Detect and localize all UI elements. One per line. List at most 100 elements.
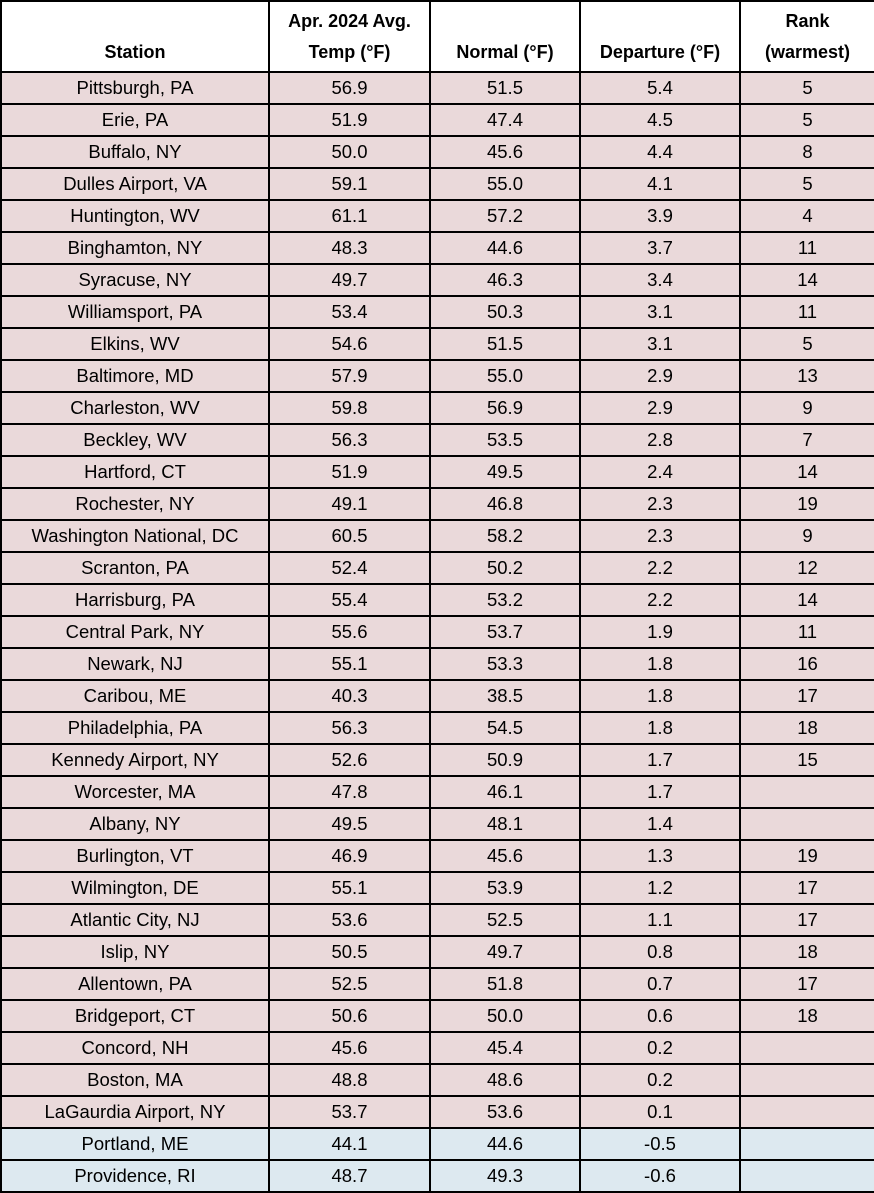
avg-temp-cell: 49.7: [268, 263, 431, 297]
table-row: Charleston, WV 59.8 56.9 2.9 9: [0, 391, 874, 425]
avg-temp-cell: 51.9: [268, 455, 431, 489]
table-row: Hartford, CT 51.9 49.5 2.4 14: [0, 455, 874, 489]
departure-cell: 2.4: [579, 455, 741, 489]
departure-cell: 3.4: [579, 263, 741, 297]
avg-temp-cell: 50.6: [268, 999, 431, 1033]
rank-cell: 14: [739, 263, 874, 297]
rank-cell: 11: [739, 231, 874, 265]
departure-cell: 2.8: [579, 423, 741, 457]
table-row: Burlington, VT 46.9 45.6 1.3 19: [0, 839, 874, 873]
station-cell: Huntington, WV: [0, 199, 270, 233]
normal-cell: 52.5: [429, 903, 581, 937]
table-row: Williamsport, PA 53.4 50.3 3.1 11: [0, 295, 874, 329]
station-cell: Providence, RI: [0, 1159, 270, 1193]
avg-temp-cell: 60.5: [268, 519, 431, 553]
departure-cell: 1.8: [579, 711, 741, 745]
normal-cell: 45.6: [429, 839, 581, 873]
avg-temp-cell: 40.3: [268, 679, 431, 713]
avg-temp-cell: 49.1: [268, 487, 431, 521]
normal-cell: 55.0: [429, 359, 581, 393]
departure-cell: 1.4: [579, 807, 741, 841]
table-row: Huntington, WV 61.1 57.2 3.9 4: [0, 199, 874, 233]
normal-cell: 53.3: [429, 647, 581, 681]
station-cell: Worcester, MA: [0, 775, 270, 809]
avg-temp-cell: 48.7: [268, 1159, 431, 1193]
departure-cell: 2.9: [579, 359, 741, 393]
normal-cell: 38.5: [429, 679, 581, 713]
station-cell: Allentown, PA: [0, 967, 270, 1001]
departure-cell: 4.5: [579, 103, 741, 137]
rank-cell: 17: [739, 679, 874, 713]
table-row: Albany, NY 49.5 48.1 1.4: [0, 807, 874, 841]
departure-cell: 1.7: [579, 743, 741, 777]
normal-cell: 44.6: [429, 231, 581, 265]
normal-cell: 55.0: [429, 167, 581, 201]
station-cell: Buffalo, NY: [0, 135, 270, 169]
station-cell: Baltimore, MD: [0, 359, 270, 393]
rank-cell: 11: [739, 615, 874, 649]
normal-cell: 49.5: [429, 455, 581, 489]
rank-cell: 14: [739, 455, 874, 489]
avg-temp-cell: 53.7: [268, 1095, 431, 1129]
departure-cell: 2.2: [579, 551, 741, 585]
normal-cell: 47.4: [429, 103, 581, 137]
header-rank-line2: (warmest): [764, 42, 851, 62]
table-row: Baltimore, MD 57.9 55.0 2.9 13: [0, 359, 874, 393]
normal-cell: 46.1: [429, 775, 581, 809]
header-row: Station Apr. 2024 Avg. Temp (°F) Normal (…: [0, 0, 874, 73]
departure-cell: -0.5: [579, 1127, 741, 1161]
departure-cell: 2.9: [579, 391, 741, 425]
station-cell: Islip, NY: [0, 935, 270, 969]
departure-cell: 4.1: [579, 167, 741, 201]
rank-cell: [739, 1127, 874, 1161]
avg-temp-cell: 48.3: [268, 231, 431, 265]
header-avg-temp: Apr. 2024 Avg. Temp (°F): [268, 0, 431, 73]
station-cell: Syracuse, NY: [0, 263, 270, 297]
station-cell: Caribou, ME: [0, 679, 270, 713]
avg-temp-cell: 53.4: [268, 295, 431, 329]
departure-cell: 1.3: [579, 839, 741, 873]
table-row: Newark, NJ 55.1 53.3 1.8 16: [0, 647, 874, 681]
table-row: Boston, MA 48.8 48.6 0.2: [0, 1063, 874, 1097]
departure-cell: 0.8: [579, 935, 741, 969]
departure-cell: 3.1: [579, 295, 741, 329]
station-cell: Harrisburg, PA: [0, 583, 270, 617]
avg-temp-cell: 51.9: [268, 103, 431, 137]
departure-cell: 0.2: [579, 1031, 741, 1065]
station-cell: Scranton, PA: [0, 551, 270, 585]
table-row: Worcester, MA 47.8 46.1 1.7: [0, 775, 874, 809]
table-row: Pittsburgh, PA 56.9 51.5 5.4 5: [0, 71, 874, 105]
rank-cell: 17: [739, 871, 874, 905]
table-row: Rochester, NY 49.1 46.8 2.3 19: [0, 487, 874, 521]
rank-cell: 14: [739, 583, 874, 617]
rank-cell: 11: [739, 295, 874, 329]
table-row: Wilmington, DE 55.1 53.9 1.2 17: [0, 871, 874, 905]
avg-temp-cell: 50.0: [268, 135, 431, 169]
station-cell: Erie, PA: [0, 103, 270, 137]
table-row: Dulles Airport, VA 59.1 55.0 4.1 5: [0, 167, 874, 201]
station-cell: Atlantic City, NJ: [0, 903, 270, 937]
normal-cell: 46.8: [429, 487, 581, 521]
normal-cell: 50.3: [429, 295, 581, 329]
normal-cell: 44.6: [429, 1127, 581, 1161]
header-normal: Normal (°F): [429, 0, 581, 73]
station-cell: Hartford, CT: [0, 455, 270, 489]
rank-cell: 9: [739, 391, 874, 425]
table-row: Providence, RI 48.7 49.3 -0.6: [0, 1159, 874, 1193]
rank-cell: 4: [739, 199, 874, 233]
table-row: Scranton, PA 52.4 50.2 2.2 12: [0, 551, 874, 585]
header-avg-temp-line1: Apr. 2024 Avg.: [288, 11, 411, 31]
rank-cell: [739, 1095, 874, 1129]
table-row: Philadelphia, PA 56.3 54.5 1.8 18: [0, 711, 874, 745]
rank-cell: 15: [739, 743, 874, 777]
table-row: Washington National, DC 60.5 58.2 2.3 9: [0, 519, 874, 553]
normal-cell: 51.8: [429, 967, 581, 1001]
table-row: Syracuse, NY 49.7 46.3 3.4 14: [0, 263, 874, 297]
avg-temp-cell: 55.1: [268, 871, 431, 905]
normal-cell: 57.2: [429, 199, 581, 233]
rank-cell: 17: [739, 903, 874, 937]
normal-cell: 53.7: [429, 615, 581, 649]
normal-cell: 53.9: [429, 871, 581, 905]
departure-cell: 4.4: [579, 135, 741, 169]
departure-cell: 0.1: [579, 1095, 741, 1129]
